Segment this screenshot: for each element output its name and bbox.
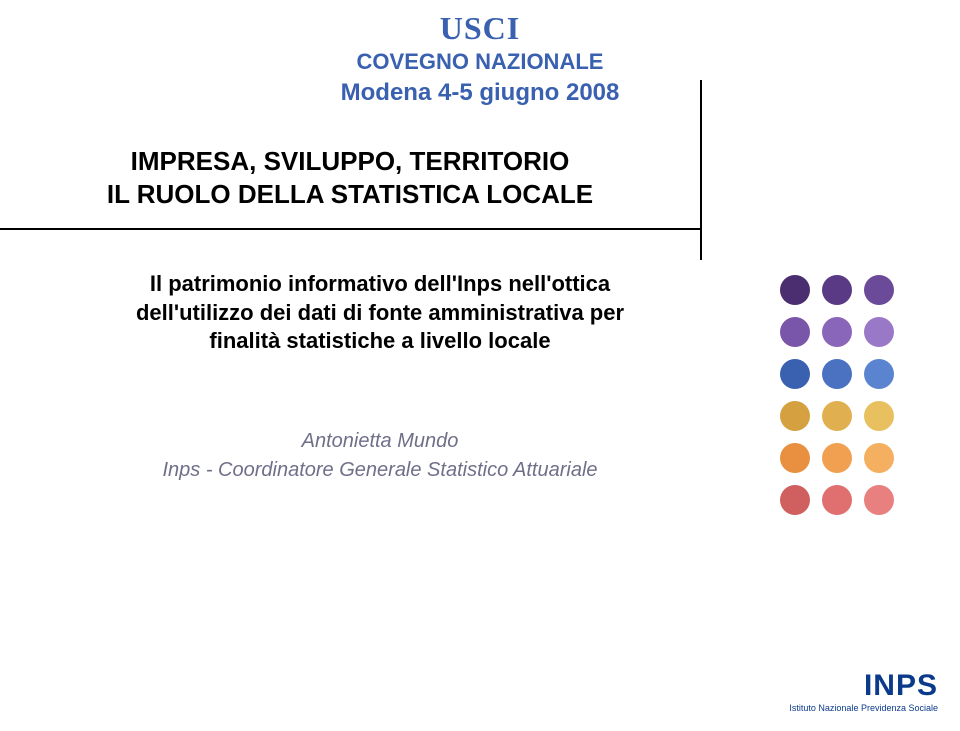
author-name: Antonietta Mundo [100, 430, 660, 453]
inps-logo: INPS Istituto Nazionale Previdenza Socia… [789, 669, 938, 713]
horizontal-divider [0, 228, 700, 230]
decorative-dot-grid [770, 270, 920, 530]
vertical-divider [700, 80, 702, 260]
title-line1: IMPRESA, SVILUPPO, TERRITORIO [131, 146, 570, 176]
author-role: Inps - Coordinatore Generale Statistico … [100, 459, 660, 482]
main-title: IMPRESA, SVILUPPO, TERRITORIO IL RUOLO D… [0, 145, 700, 210]
org-name: USCI [0, 10, 960, 47]
date-place: Modena 4-5 giugno 2008 [0, 79, 960, 107]
logo-tagline: Istituto Nazionale Previdenza Sociale [789, 703, 938, 713]
conference-name: COVEGNO NAZIONALE [0, 49, 960, 75]
subtitle: Il patrimonio informativo dell'Inps nell… [100, 270, 660, 356]
title-line2: IL RUOLO DELLA STATISTICA LOCALE [107, 179, 593, 209]
logo-text: INPS [789, 669, 938, 703]
